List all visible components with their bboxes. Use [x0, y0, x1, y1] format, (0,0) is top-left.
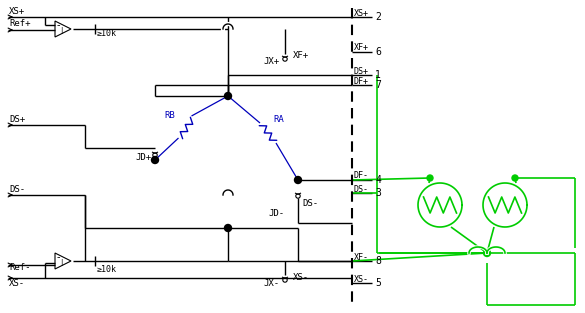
- Text: |: |: [60, 28, 63, 34]
- Text: JD+: JD+: [135, 153, 151, 162]
- Circle shape: [225, 93, 232, 100]
- Text: DS-: DS-: [354, 184, 369, 193]
- Text: 7: 7: [375, 80, 381, 90]
- Text: 4: 4: [375, 175, 381, 185]
- Circle shape: [483, 249, 490, 256]
- Text: 2: 2: [375, 12, 381, 22]
- Circle shape: [152, 156, 159, 163]
- Text: 3: 3: [375, 188, 381, 198]
- Text: 1: 1: [375, 70, 381, 80]
- Text: DF-: DF-: [354, 172, 369, 181]
- Text: XS-: XS-: [354, 275, 369, 284]
- Text: ≥10k: ≥10k: [97, 29, 117, 38]
- Text: XS-: XS-: [293, 273, 309, 281]
- Text: |: |: [60, 259, 63, 266]
- Circle shape: [427, 175, 433, 181]
- Text: JX-: JX-: [263, 279, 279, 288]
- Circle shape: [512, 175, 518, 181]
- Text: DS-: DS-: [302, 198, 318, 208]
- Text: XF+: XF+: [293, 52, 309, 60]
- Text: DS+: DS+: [354, 66, 369, 75]
- Text: 5: 5: [375, 278, 381, 288]
- Text: 6: 6: [375, 47, 381, 57]
- Text: -: -: [57, 252, 60, 262]
- Text: XS+: XS+: [354, 8, 369, 18]
- Text: Ref+: Ref+: [9, 19, 30, 28]
- Circle shape: [225, 224, 232, 232]
- Text: DS-: DS-: [9, 186, 25, 194]
- Text: ≥10k: ≥10k: [97, 264, 117, 274]
- Text: JX+: JX+: [263, 58, 279, 66]
- Text: Ref-: Ref-: [9, 264, 30, 273]
- Text: -: -: [57, 20, 60, 30]
- Text: XS+: XS+: [9, 8, 25, 17]
- Text: 8: 8: [375, 256, 381, 266]
- Text: XS-: XS-: [9, 279, 25, 288]
- Text: XF+: XF+: [354, 44, 369, 53]
- Text: RA: RA: [273, 115, 284, 124]
- Text: DS+: DS+: [9, 115, 25, 125]
- Text: JD-: JD-: [268, 208, 284, 218]
- Text: RB: RB: [164, 111, 176, 121]
- Circle shape: [294, 177, 301, 183]
- Text: DF+: DF+: [354, 76, 369, 85]
- Text: XF-: XF-: [354, 253, 369, 261]
